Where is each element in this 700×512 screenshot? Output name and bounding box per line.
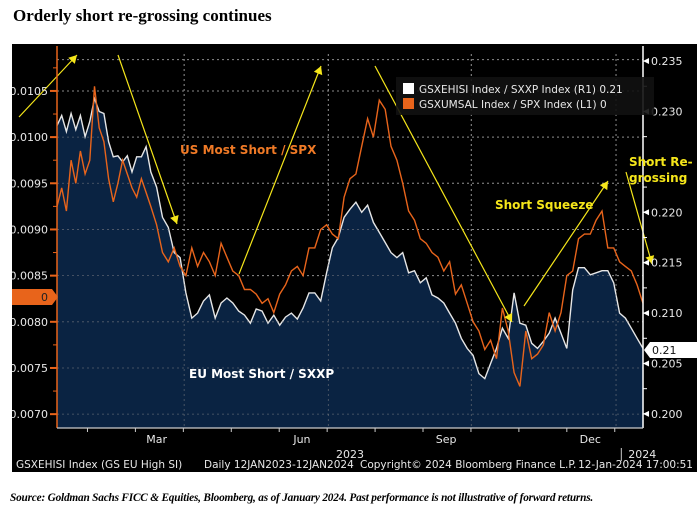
- left-last-value-text: 0: [41, 291, 48, 304]
- left-tick-label: 0.0085: [12, 270, 48, 283]
- left-tick-label: 0.0100: [12, 131, 48, 144]
- x-tick-label: Mar: [146, 433, 167, 446]
- left-tick-label: 0.0090: [12, 223, 48, 236]
- arrow-shaft: [523, 180, 609, 307]
- year-label-2023: 2023: [336, 448, 364, 461]
- legend-swatch-eu: [403, 83, 414, 94]
- page-title: Orderly short re-grossing continues: [13, 6, 272, 25]
- legend-box: [396, 77, 654, 115]
- right-tick-label: 0.220: [651, 206, 683, 219]
- legend-label-eu: GSXEHISI Index / SXXP Index (R1) 0.21: [419, 84, 623, 96]
- right-last-value-badge: 0.21: [644, 342, 697, 358]
- legend: GSXEHISI Index / SXXP Index (R1) 0.21 GS…: [396, 77, 654, 115]
- trend-arrow-down: [625, 171, 655, 265]
- right-last-value-text: 0.21: [652, 344, 677, 357]
- x-tick-label: Sep: [436, 433, 457, 446]
- arrow-head: [68, 55, 77, 64]
- left-tick-label: 0.0075: [12, 362, 48, 375]
- source-note: Source: Goldman Sachs FICC & Equities, B…: [10, 492, 594, 504]
- right-tick-label: 0.230: [651, 105, 683, 118]
- right-tick-label: 0.235: [651, 55, 683, 68]
- x-tick-label: Jun: [292, 433, 310, 446]
- trend-arrow-up: [18, 54, 78, 118]
- left-tick-label: 0.0070: [12, 408, 48, 421]
- right-tick-label: 0.210: [651, 307, 683, 320]
- year-label-2024: 2024: [628, 448, 656, 461]
- annotation-short-regrossing-2: grossing: [629, 171, 687, 185]
- arrow-head: [313, 66, 323, 76]
- chart-svg: 0.0070 0.0075 0.0080 0.0085 0.0090 0.0095 0.01…: [12, 46, 697, 471]
- annotation-eu-most-short: EU Most Short / SXXP: [189, 367, 334, 381]
- axes: 0.0070 0.0075 0.0080 0.0085 0.0090 0.0095 0.01…: [12, 46, 683, 432]
- us-series-line: [56, 86, 644, 387]
- x-axis-labels: Mar Jun Sep Dec 2023 2024: [146, 433, 656, 461]
- right-tick-label: 0.205: [651, 357, 683, 370]
- annotation-us-most-short: US Most Short / SPX: [180, 143, 317, 157]
- annotation-short-regrossing-1: Short Re-: [629, 155, 693, 169]
- trend-arrow-up: [238, 65, 323, 275]
- annotation-short-squeeze: Short Squeeze: [495, 198, 593, 212]
- arrow-head: [170, 214, 179, 224]
- x-tick-label: Dec: [580, 433, 601, 446]
- bloomberg-footer-timestamp: 12-Jan-2024 17:00:51: [578, 459, 693, 471]
- bloomberg-footer-ticker: GSXEHISI Index (GS EU High SI): [16, 459, 182, 471]
- legend-swatch-us: [403, 98, 414, 109]
- legend-label-us: GSXUMSAL Index / SPX Index (L1) 0: [419, 99, 607, 111]
- series-layer: [56, 54, 644, 429]
- arrow-shaft: [117, 54, 178, 225]
- arrow-head: [504, 312, 513, 322]
- eu-series-area: [57, 98, 643, 429]
- bloomberg-footer-copyright: Copyright© 2024 Bloomberg Finance L.P.: [360, 459, 576, 471]
- left-tick-label: 0.0080: [12, 316, 48, 329]
- bloomberg-chart: 0.0070 0.0075 0.0080 0.0085 0.0090 0.0095 0.01…: [12, 44, 697, 472]
- bloomberg-footer-range: Daily 12JAN2023-12JAN2024: [204, 459, 354, 471]
- arrow-head: [599, 181, 608, 191]
- arrow-head: [645, 255, 655, 264]
- left-tick-label: 0.0105: [12, 85, 48, 98]
- trend-arrow-down: [117, 54, 179, 225]
- arrow-shaft: [238, 65, 322, 275]
- trend-arrow-up: [523, 180, 609, 307]
- arrow-shaft: [625, 171, 653, 265]
- arrow-shaft: [18, 54, 78, 118]
- left-last-value-badge: 0: [12, 289, 58, 305]
- right-tick-label: 0.215: [651, 257, 683, 270]
- left-tick-label: 0.0095: [12, 177, 48, 190]
- right-tick-label: 0.200: [651, 408, 683, 421]
